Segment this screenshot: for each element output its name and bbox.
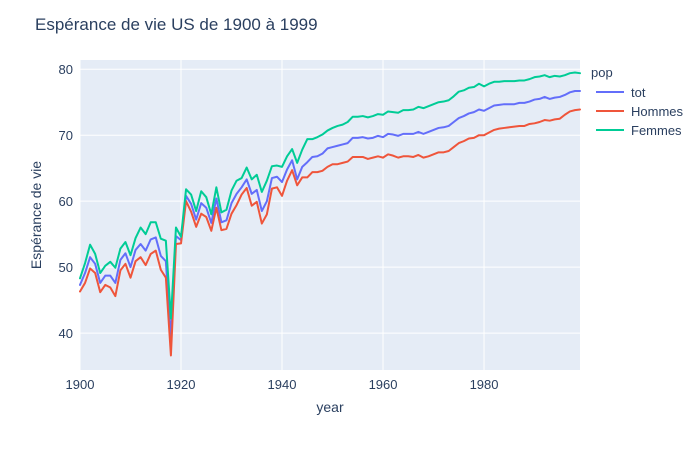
legend-title: pop (591, 65, 613, 80)
plot-area (80, 60, 580, 370)
x-axis-ticks: 1900 1920 1940 1960 1980 (66, 377, 499, 392)
legend-label-tot: tot (631, 85, 646, 100)
chart-title: Espérance de vie US de 1900 à 1999 (35, 15, 318, 34)
y-tick-label: 50 (59, 260, 73, 275)
series-line-hommes (79, 108, 581, 357)
x-tick-label: 1980 (470, 377, 499, 392)
y-tick-label: 80 (59, 62, 73, 77)
y-axis-title: Espérance de vie (28, 161, 44, 269)
legend-label-femmes: Femmes (631, 123, 682, 138)
y-tick-label: 70 (59, 128, 73, 143)
series-line-femmes (79, 71, 581, 320)
x-axis-title: year (316, 399, 344, 415)
x-tick-label: 1920 (167, 377, 196, 392)
series-group (79, 71, 581, 357)
y-tick-label: 60 (59, 194, 73, 209)
series-line-tot (79, 90, 581, 340)
y-axis-ticks: 40 50 60 70 80 (59, 62, 73, 341)
legend: pop tot Hommes Femmes (591, 65, 684, 138)
grid (79, 60, 580, 370)
y-tick-label: 40 (59, 326, 73, 341)
legend-label-hommes: Hommes (631, 104, 684, 119)
x-tick-label: 1960 (369, 377, 398, 392)
x-tick-label: 1900 (66, 377, 95, 392)
x-tick-label: 1940 (268, 377, 297, 392)
